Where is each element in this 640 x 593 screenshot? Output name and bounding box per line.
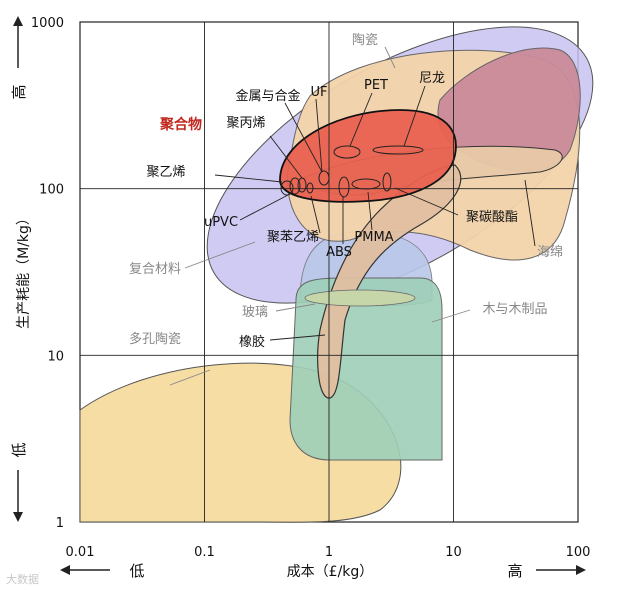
x-tick-label: 100	[566, 545, 591, 560]
label-pc: 聚碳酸酯	[466, 210, 518, 225]
x-axis-label: 成本（£/kg）	[287, 564, 374, 580]
x-high-label: 高	[507, 562, 522, 580]
x-tick-label: 0.1	[194, 545, 215, 560]
grid-lines	[80, 22, 578, 522]
label-metals: 金属与合金	[235, 88, 300, 104]
y-tick-label: 1000	[31, 16, 64, 31]
bubble-glass-inner	[304, 289, 416, 307]
label-wood: 木与木制品	[482, 302, 547, 317]
label-composites: 复合材料	[129, 262, 181, 277]
label-foam: 海绵	[537, 245, 563, 260]
label-pet: PET	[364, 78, 388, 93]
x-low-label: 低	[129, 562, 144, 580]
label-abs: ABS	[326, 245, 352, 260]
label-pe: 聚乙烯	[146, 165, 185, 180]
y-tick-label: 10	[47, 349, 64, 364]
label-nylon: 尼龙	[419, 71, 445, 86]
label-pmma: PMMA	[354, 230, 393, 245]
y-axis-label: 生产耗能（M/kg）	[16, 211, 32, 329]
label-ps: 聚苯乙烯	[267, 230, 319, 245]
y-tick-label: 100	[39, 183, 64, 198]
y-tick-labels: 1 10 100 1000	[31, 16, 64, 531]
leader-lines-grey	[169, 46, 471, 386]
label-upvc: uPVC	[204, 215, 238, 230]
watermark: 大数据	[6, 573, 39, 586]
x-tick-label: 1	[325, 545, 333, 560]
label-polymers: 聚合物	[159, 116, 202, 133]
label-pp: 聚丙烯	[226, 116, 265, 131]
label-rubber: 橡胶	[239, 334, 265, 350]
leader-lines	[214, 85, 536, 341]
bubble-polymers	[279, 109, 457, 203]
x-tick-labels: 0.01 0.1 1 10 100	[66, 545, 591, 560]
y-low-label: 低	[10, 442, 28, 457]
y-high-label: 高	[10, 84, 28, 99]
y-tick-label: 1	[56, 516, 64, 531]
label-ceramics: 陶瓷	[352, 32, 378, 48]
label-glass: 玻璃	[242, 305, 268, 320]
label-porous-ceramics: 多孔陶瓷	[129, 331, 181, 347]
x-tick-label: 10	[445, 545, 462, 560]
axis-arrows	[13, 16, 586, 575]
x-tick-label: 0.01	[66, 545, 95, 560]
label-uf: UF	[311, 85, 328, 100]
